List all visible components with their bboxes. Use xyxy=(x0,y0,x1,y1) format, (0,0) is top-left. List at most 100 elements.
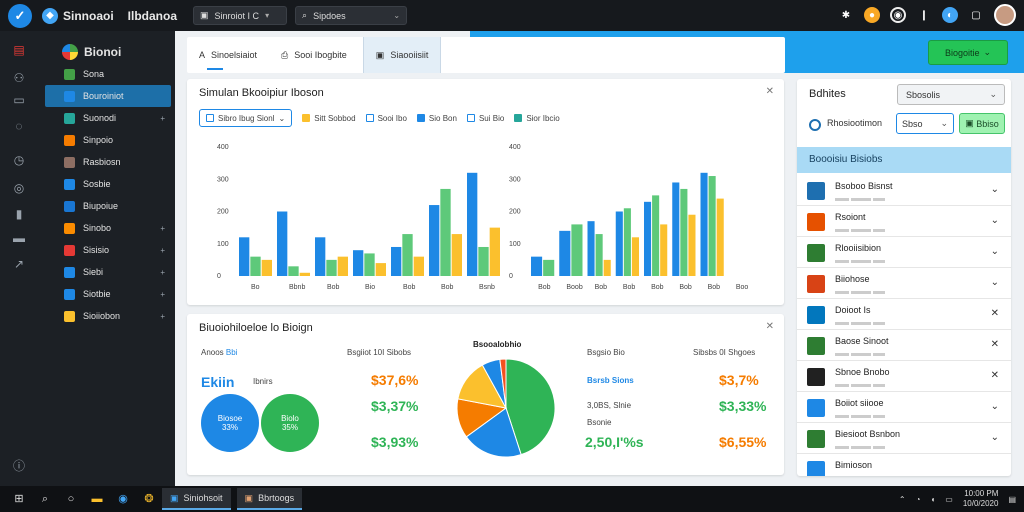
expand-icon[interactable]: + xyxy=(160,311,165,321)
settings-icon[interactable]: ◉ xyxy=(890,7,906,23)
sidebar-item[interactable]: Bouroiniot xyxy=(45,85,171,107)
sidebar-item[interactable]: Biupoiue xyxy=(40,195,175,217)
list-item[interactable]: Bimioson xyxy=(797,454,1011,476)
tab-overview[interactable]: A Sinoelsiaiot xyxy=(187,37,269,73)
taskbar-app-1[interactable]: ▣ Siniohsoit xyxy=(162,488,231,510)
search-icon[interactable]: ⌕ xyxy=(41,493,49,505)
sidebar-item[interactable]: Sinobo + xyxy=(40,217,175,239)
list-item[interactable]: Rlooiisibion ⌄ xyxy=(797,237,1011,268)
bar xyxy=(660,224,668,276)
home-icon[interactable]: ▤ xyxy=(13,43,25,57)
message-icon[interactable]: ◎ xyxy=(13,181,25,195)
app-logo-icon[interactable]: ✓ xyxy=(8,3,32,28)
window-icon[interactable]: ▭ xyxy=(13,93,25,107)
close-icon[interactable]: ✕ xyxy=(765,86,774,97)
chevron-up-icon[interactable]: ⌃ xyxy=(898,494,906,504)
radio-button[interactable] xyxy=(809,119,821,131)
start-icon[interactable]: ⊞ xyxy=(14,493,24,505)
sync-icon[interactable]: ◐ xyxy=(942,7,958,23)
trend-icon[interactable]: ↗ xyxy=(13,257,25,271)
list-item[interactable]: Baose Sinoot ✕ xyxy=(797,330,1011,361)
legend-item[interactable]: Sior Ibcio xyxy=(514,114,560,123)
clock[interactable]: 10:00 PM 10/0/2020 xyxy=(963,489,999,509)
wifi-icon[interactable]: ◔ xyxy=(915,494,921,504)
chat-bubble-icon[interactable]: ◌ xyxy=(15,119,23,133)
sidebar-item[interactable]: Sona xyxy=(40,63,175,85)
info-icon[interactable]: ⓘ xyxy=(12,459,25,473)
list-item[interactable]: Biiohose ⌄ xyxy=(797,268,1011,299)
list-item[interactable]: Doioot Is ✕ xyxy=(797,299,1011,330)
legend-item[interactable]: Sui Bio xyxy=(466,114,504,123)
folder-icon[interactable]: ▬ xyxy=(13,231,25,245)
sidebar-item[interactable]: Sioiiobon + xyxy=(40,305,175,327)
bar xyxy=(688,214,696,276)
legend-swatch xyxy=(514,114,523,122)
tab-reports[interactable]: ⎙ Sooi Ibogbite xyxy=(269,37,359,73)
sidebar-item[interactable]: Siebi + xyxy=(40,261,175,283)
bar xyxy=(478,246,489,276)
browser-icon[interactable]: ◉ xyxy=(118,493,128,505)
tab-settings[interactable]: ▣ Siaooiisiit xyxy=(362,37,442,73)
legend-item[interactable]: Sooi Ibo xyxy=(365,113,407,123)
task-view-icon[interactable]: ○ xyxy=(67,493,75,505)
sidebar-item[interactable]: Sosbie xyxy=(40,173,175,195)
puzzle-icon[interactable]: ✱ xyxy=(841,9,851,21)
list-item[interactable]: Rsoiont ⌄ xyxy=(797,206,1011,237)
battery-icon[interactable]: ▭ xyxy=(945,494,953,504)
list-item[interactable]: Biesioot Bsnbon ⌄ xyxy=(797,423,1011,454)
chevron-down-icon[interactable]: ⌄ xyxy=(990,184,999,195)
sidebar-item[interactable]: Sinpoio xyxy=(40,129,175,151)
sidebar-item[interactable]: Rasbiosn xyxy=(40,151,175,173)
chevron-down-icon[interactable]: ⌄ xyxy=(990,215,999,226)
list-item[interactable]: Sbnoe Bnobo ✕ xyxy=(797,361,1011,392)
text-icon: A xyxy=(199,50,206,60)
list-item[interactable]: Boiiot siiooe ⌄ xyxy=(797,392,1011,423)
apply-button[interactable]: ▣ Bbiso xyxy=(959,113,1005,134)
close-icon[interactable]: ✕ xyxy=(990,308,999,319)
sidebar-item[interactable]: Suonodi + xyxy=(40,107,175,129)
close-icon[interactable]: ✕ xyxy=(990,370,999,381)
list-item-name: Bimioson xyxy=(835,460,873,470)
legend-label: Sooi Ibo xyxy=(377,113,407,123)
expand-icon[interactable]: + xyxy=(160,267,165,277)
help-icon[interactable]: ❙ xyxy=(919,9,929,21)
book-icon[interactable]: ▮ xyxy=(15,207,23,221)
sidebar-item-icon xyxy=(64,156,75,168)
expand-icon[interactable]: + xyxy=(160,245,165,255)
icon-rail: ▤ ⚇ ▭ ◌ ◷ ◎ ▮ ▬ ↗ ⓘ xyxy=(0,31,40,486)
people-icon[interactable]: ⚇ xyxy=(13,71,25,85)
avatar[interactable] xyxy=(994,4,1016,26)
taskbar-app-2[interactable]: ▣ Bbrtoogs xyxy=(236,488,303,510)
close-icon[interactable]: ✕ xyxy=(990,339,999,350)
bar xyxy=(261,259,272,276)
app-subtitle: Ilbdanoa xyxy=(127,8,178,23)
file-explorer-icon[interactable]: ▬ xyxy=(91,493,103,505)
sidebar-item-icon xyxy=(64,134,75,146)
legend-item[interactable]: Sitt Sobbod xyxy=(302,114,356,123)
sidebar-item[interactable]: Siotbie + xyxy=(40,283,175,305)
notifications-icon[interactable]: ▤ xyxy=(1008,494,1016,504)
sidebar-item[interactable]: Sisisio + xyxy=(40,239,175,261)
expand-icon[interactable]: + xyxy=(160,289,165,299)
panel-dropdown[interactable]: Sbosolis ⌄ xyxy=(897,84,1005,105)
chevron-down-icon[interactable]: ⌄ xyxy=(990,401,999,412)
workspace-dropdown[interactable]: ▣ Sinroiot I C ▾ xyxy=(193,6,288,25)
filter-select[interactable]: Sbso ⌄ xyxy=(896,113,954,134)
chevron-down-icon[interactable]: ⌄ xyxy=(990,246,999,257)
notification-icon[interactable]: ● xyxy=(864,7,880,23)
chat-icon[interactable]: ▢ xyxy=(971,9,981,21)
clock-icon[interactable]: ◷ xyxy=(13,153,25,167)
legend-item[interactable]: Sio Bon xyxy=(416,114,457,123)
close-icon[interactable]: ✕ xyxy=(765,321,774,332)
expand-icon[interactable]: + xyxy=(160,113,165,123)
list-item[interactable]: Bsoboo Bisnst ⌄ xyxy=(797,175,1011,206)
app-icon[interactable]: ❂ xyxy=(144,493,154,505)
chevron-down-icon[interactable]: ⌄ xyxy=(990,277,999,288)
expand-icon[interactable]: + xyxy=(160,223,165,233)
primary-action-button[interactable]: Biogoitie ⌄ xyxy=(928,40,1008,65)
search-dropdown[interactable]: ⌕ Sipdoes ⌄ xyxy=(295,6,408,25)
volume-icon[interactable]: ◖ xyxy=(930,494,936,504)
bar xyxy=(543,259,555,276)
legend-item-active[interactable]: Sibro Ibug Sionl ⌄ xyxy=(199,109,293,127)
chevron-down-icon[interactable]: ⌄ xyxy=(990,432,999,443)
